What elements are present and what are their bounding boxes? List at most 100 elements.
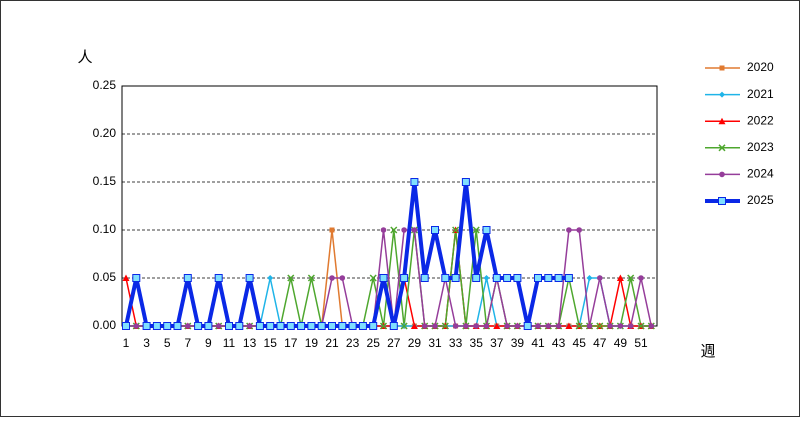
- x-tick-label: 27: [387, 336, 401, 350]
- marker: [358, 322, 367, 330]
- marker: [719, 91, 725, 98]
- x-tick-label: 39: [511, 336, 525, 350]
- marker: [329, 275, 335, 281]
- legend-label: 2020: [747, 60, 774, 74]
- marker: [451, 274, 460, 282]
- marker: [328, 322, 336, 330]
- x-tick-label: 33: [449, 336, 463, 350]
- marker: [410, 178, 419, 186]
- marker: [482, 226, 491, 234]
- marker: [718, 117, 726, 125]
- x-tick-label: 47: [593, 336, 607, 350]
- x-tick-label: 5: [164, 336, 171, 350]
- marker: [627, 274, 635, 282]
- marker: [329, 227, 335, 233]
- marker: [597, 275, 603, 281]
- marker: [348, 322, 357, 330]
- marker: [183, 274, 192, 282]
- marker: [566, 227, 572, 233]
- marker: [338, 322, 347, 330]
- y-axis-label: 人: [77, 49, 92, 66]
- marker: [534, 274, 542, 282]
- x-tick-label: 9: [205, 336, 212, 350]
- marker: [266, 322, 275, 330]
- marker: [718, 197, 726, 205]
- x-tick-label: 21: [325, 336, 339, 350]
- x-tick-label: 31: [428, 336, 442, 350]
- marker: [431, 226, 439, 234]
- x-tick-label: 35: [470, 336, 484, 350]
- y-tick-label: 0.05: [93, 270, 117, 284]
- marker: [637, 322, 645, 330]
- marker: [410, 322, 418, 329]
- legend-label: 2021: [747, 87, 774, 101]
- legend-label: 2022: [747, 113, 774, 127]
- x-tick-label: 11: [223, 336, 236, 350]
- marker: [535, 323, 541, 329]
- x-tick-label: 1: [123, 336, 130, 350]
- marker: [380, 227, 387, 233]
- marker: [267, 275, 274, 281]
- y-tick-label: 0.15: [93, 174, 117, 188]
- x-tick-label: 37: [490, 336, 504, 350]
- marker: [379, 274, 388, 282]
- marker: [504, 323, 510, 329]
- marker: [215, 323, 222, 329]
- marker: [255, 322, 264, 330]
- marker: [421, 323, 428, 329]
- marker: [339, 275, 346, 281]
- marker: [369, 274, 377, 282]
- marker: [235, 322, 244, 330]
- marker: [555, 323, 562, 329]
- marker: [152, 322, 161, 330]
- marker: [607, 323, 613, 329]
- legend-label: 2023: [747, 140, 774, 154]
- marker: [483, 275, 490, 281]
- x-tick-label: 51: [634, 336, 648, 350]
- marker: [245, 274, 254, 282]
- legend-label: 2024: [747, 167, 774, 181]
- x-tick-label: 29: [408, 336, 422, 350]
- marker: [389, 322, 398, 330]
- marker: [554, 274, 563, 282]
- marker: [122, 274, 130, 281]
- marker: [287, 274, 295, 282]
- y-tick-label: 0.10: [93, 222, 117, 236]
- marker: [452, 226, 460, 234]
- marker: [185, 323, 191, 329]
- x-tick-label: 45: [573, 336, 587, 350]
- marker: [400, 274, 409, 282]
- y-tick-label: 0.25: [93, 78, 117, 92]
- y-tick-label: 0.00: [93, 318, 117, 332]
- marker: [401, 227, 407, 233]
- marker: [586, 323, 593, 329]
- marker: [523, 322, 532, 330]
- marker: [163, 322, 172, 330]
- marker: [718, 144, 726, 152]
- x-tick-label: 17: [284, 336, 298, 350]
- marker: [513, 274, 522, 282]
- x-tick-label: 41: [531, 336, 545, 350]
- marker: [411, 227, 418, 233]
- marker: [420, 274, 429, 282]
- marker: [463, 323, 469, 329]
- marker: [379, 322, 388, 330]
- marker: [214, 274, 223, 282]
- marker: [627, 323, 634, 329]
- marker: [472, 274, 481, 282]
- marker: [617, 323, 624, 329]
- legend-label: 2025: [747, 193, 774, 207]
- marker: [369, 322, 378, 330]
- x-tick-label: 13: [243, 336, 257, 350]
- marker: [596, 322, 604, 330]
- x-tick-label: 15: [264, 336, 278, 350]
- marker: [132, 274, 141, 282]
- x-tick-label: 3: [143, 336, 150, 350]
- marker: [122, 322, 130, 330]
- x-tick-label: 7: [184, 336, 191, 350]
- marker: [441, 322, 449, 330]
- marker: [286, 322, 295, 330]
- marker: [307, 274, 315, 282]
